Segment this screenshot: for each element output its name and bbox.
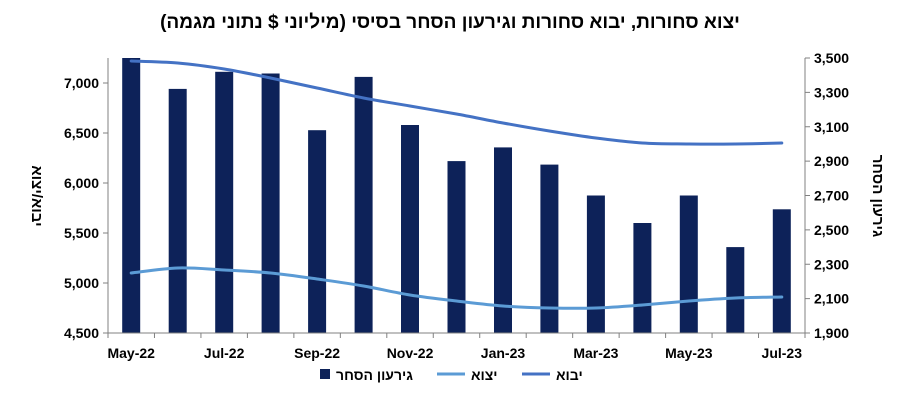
x-axis-ticks: May-22 Jul-22 Sep-22 Nov-22 Jan-23 Mar-23 May-… (107, 333, 806, 361)
right-tick-label: 1,900 (814, 325, 849, 341)
x-tick-label: Mar-23 (573, 345, 618, 361)
x-tick-label: Sep-22 (294, 345, 340, 361)
right-tick-label: 3,100 (814, 119, 849, 135)
bar-May-23 (679, 195, 698, 333)
legend-label: גירעון הסחר (336, 367, 413, 383)
bar-Apr-23 (633, 223, 652, 333)
left-axis-ticks: 4,500 5,000 5,500 6,000 6,500 7,000 (64, 75, 108, 341)
bar-Jul-22 (215, 71, 234, 334)
bar-Jun-22 (168, 88, 187, 334)
x-tick-label: Nov-22 (387, 345, 434, 361)
right-axis-title: גירעון הסחר (869, 155, 886, 237)
left-tick-label: 6,500 (64, 125, 99, 141)
x-tick-label: Jul-22 (204, 345, 245, 361)
left-tick-label: 4,500 (64, 325, 99, 341)
bar-Oct-22 (354, 76, 373, 334)
bar-Jan-23 (494, 147, 512, 333)
right-tick-label: 3,500 (814, 50, 849, 66)
x-tick-label: May-23 (665, 345, 713, 361)
left-axis-title: יבוא/יצוא (28, 165, 45, 226)
line-series-0 (129, 266, 784, 310)
left-tick-label: 5,000 (64, 275, 99, 291)
line-series-1 (129, 59, 784, 146)
legend-label: יצוא (471, 367, 498, 383)
x-tick-label: Jan-23 (481, 345, 526, 361)
chart-title: יצוא סחורות, יבוא סחורות וגירעון הסחר בס… (160, 12, 740, 33)
lines-layer (129, 59, 784, 310)
x-tick-label: Jul-23 (762, 345, 803, 361)
bar-Mar-23 (586, 195, 605, 333)
bar-Jul-23 (772, 209, 791, 334)
x-tick-label: May-22 (107, 345, 155, 361)
left-tick-label: 6,000 (64, 175, 99, 191)
right-tick-label: 3,300 (814, 84, 849, 100)
bar-Dec-22 (447, 161, 466, 333)
right-tick-label: 2,700 (814, 188, 849, 204)
bar-Nov-22 (401, 125, 419, 333)
bar-Jun-23 (726, 247, 745, 333)
right-tick-label: 2,500 (814, 222, 849, 238)
right-axis-ticks: 1,900 2,100 2,300 2,500 2,700 2,900 3,100 3,300… (805, 50, 849, 341)
bar-Sep-22 (308, 130, 327, 333)
bar-May-22 (122, 58, 141, 333)
legend: גירעון הסחר יצוא יבוא (320, 367, 583, 383)
bar-Feb-23 (540, 164, 559, 333)
right-tick-label: 2,900 (814, 153, 849, 169)
bars-layer (122, 58, 791, 334)
left-tick-label: 7,000 (64, 75, 99, 91)
legend-label: יבוא (556, 367, 583, 383)
left-tick-label: 5,500 (64, 225, 99, 241)
right-tick-label: 2,100 (814, 291, 849, 307)
right-tick-label: 2,300 (814, 256, 849, 272)
bar-Aug-22 (261, 73, 280, 333)
legend-swatch-bar (320, 369, 330, 379)
